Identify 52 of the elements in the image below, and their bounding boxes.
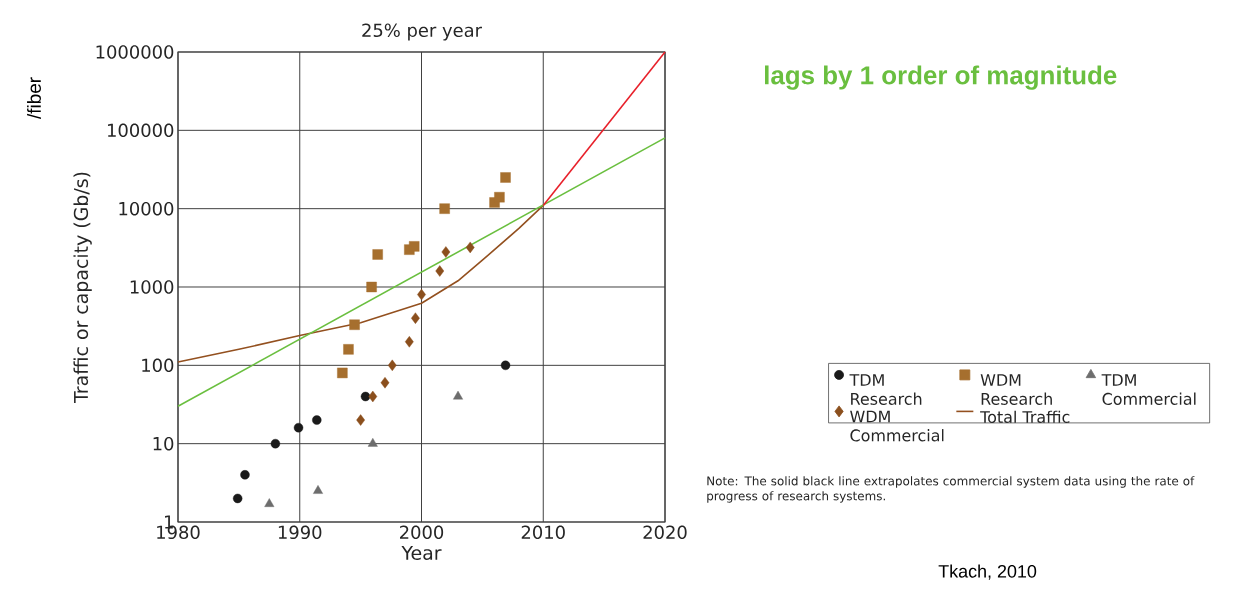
point [500,360,511,371]
point [411,312,420,324]
point [356,414,365,426]
point [264,498,275,507]
y-tick-label: 100 [142,358,174,373]
text: lags by 1 order of magnitude [765,65,1117,90]
point [409,241,420,252]
y-tick-label: 1000 [130,280,174,294]
point [312,415,322,425]
point [405,336,414,348]
point [387,359,397,372]
legend-label: TDM Research [849,374,922,405]
legend-label: WDM Commercial [850,410,944,442]
point [500,172,511,183]
legend-label: WDM Research [980,374,1052,405]
point [494,192,505,203]
point [380,377,390,389]
point [293,422,304,433]
point [465,241,475,254]
y-axis-title: Traffic or capacity (Gb/s) [73,172,92,404]
legend-label: Total Traffic [980,410,1070,423]
point [313,485,323,494]
point [360,391,371,402]
y-tick-label: 10000 [119,201,174,216]
point [240,470,250,480]
point [232,493,243,504]
legend-label: TDM Commercial [1101,374,1196,405]
point [349,319,360,330]
chart-title: 25% per year [362,23,483,41]
text: Note: The solid black line extrapolates commercial system data using the rate of progress of research systems. [707,476,1195,503]
line-series [177,204,545,363]
point [367,437,378,447]
point [435,265,445,277]
point [368,390,378,403]
x-axis-title: Year [401,545,442,560]
point [372,249,383,260]
y-tick-label: 10 [153,436,174,451]
point [453,390,463,400]
text: Tkach, 2010 [938,564,1037,580]
x-tick-label: 1990 [278,525,322,540]
point [441,246,451,258]
point [439,203,450,214]
point [270,438,281,449]
point [366,281,377,293]
point [337,367,348,379]
y-tick-label: 1000000 [96,45,174,59]
x-tick-label: 2020 [643,525,687,540]
point [343,344,354,355]
x-tick-label: 2000 [400,525,444,540]
x-tick-label: 2010 [521,525,565,540]
y-tick-label: 100000 [107,123,174,138]
text: /fiber [27,77,41,120]
